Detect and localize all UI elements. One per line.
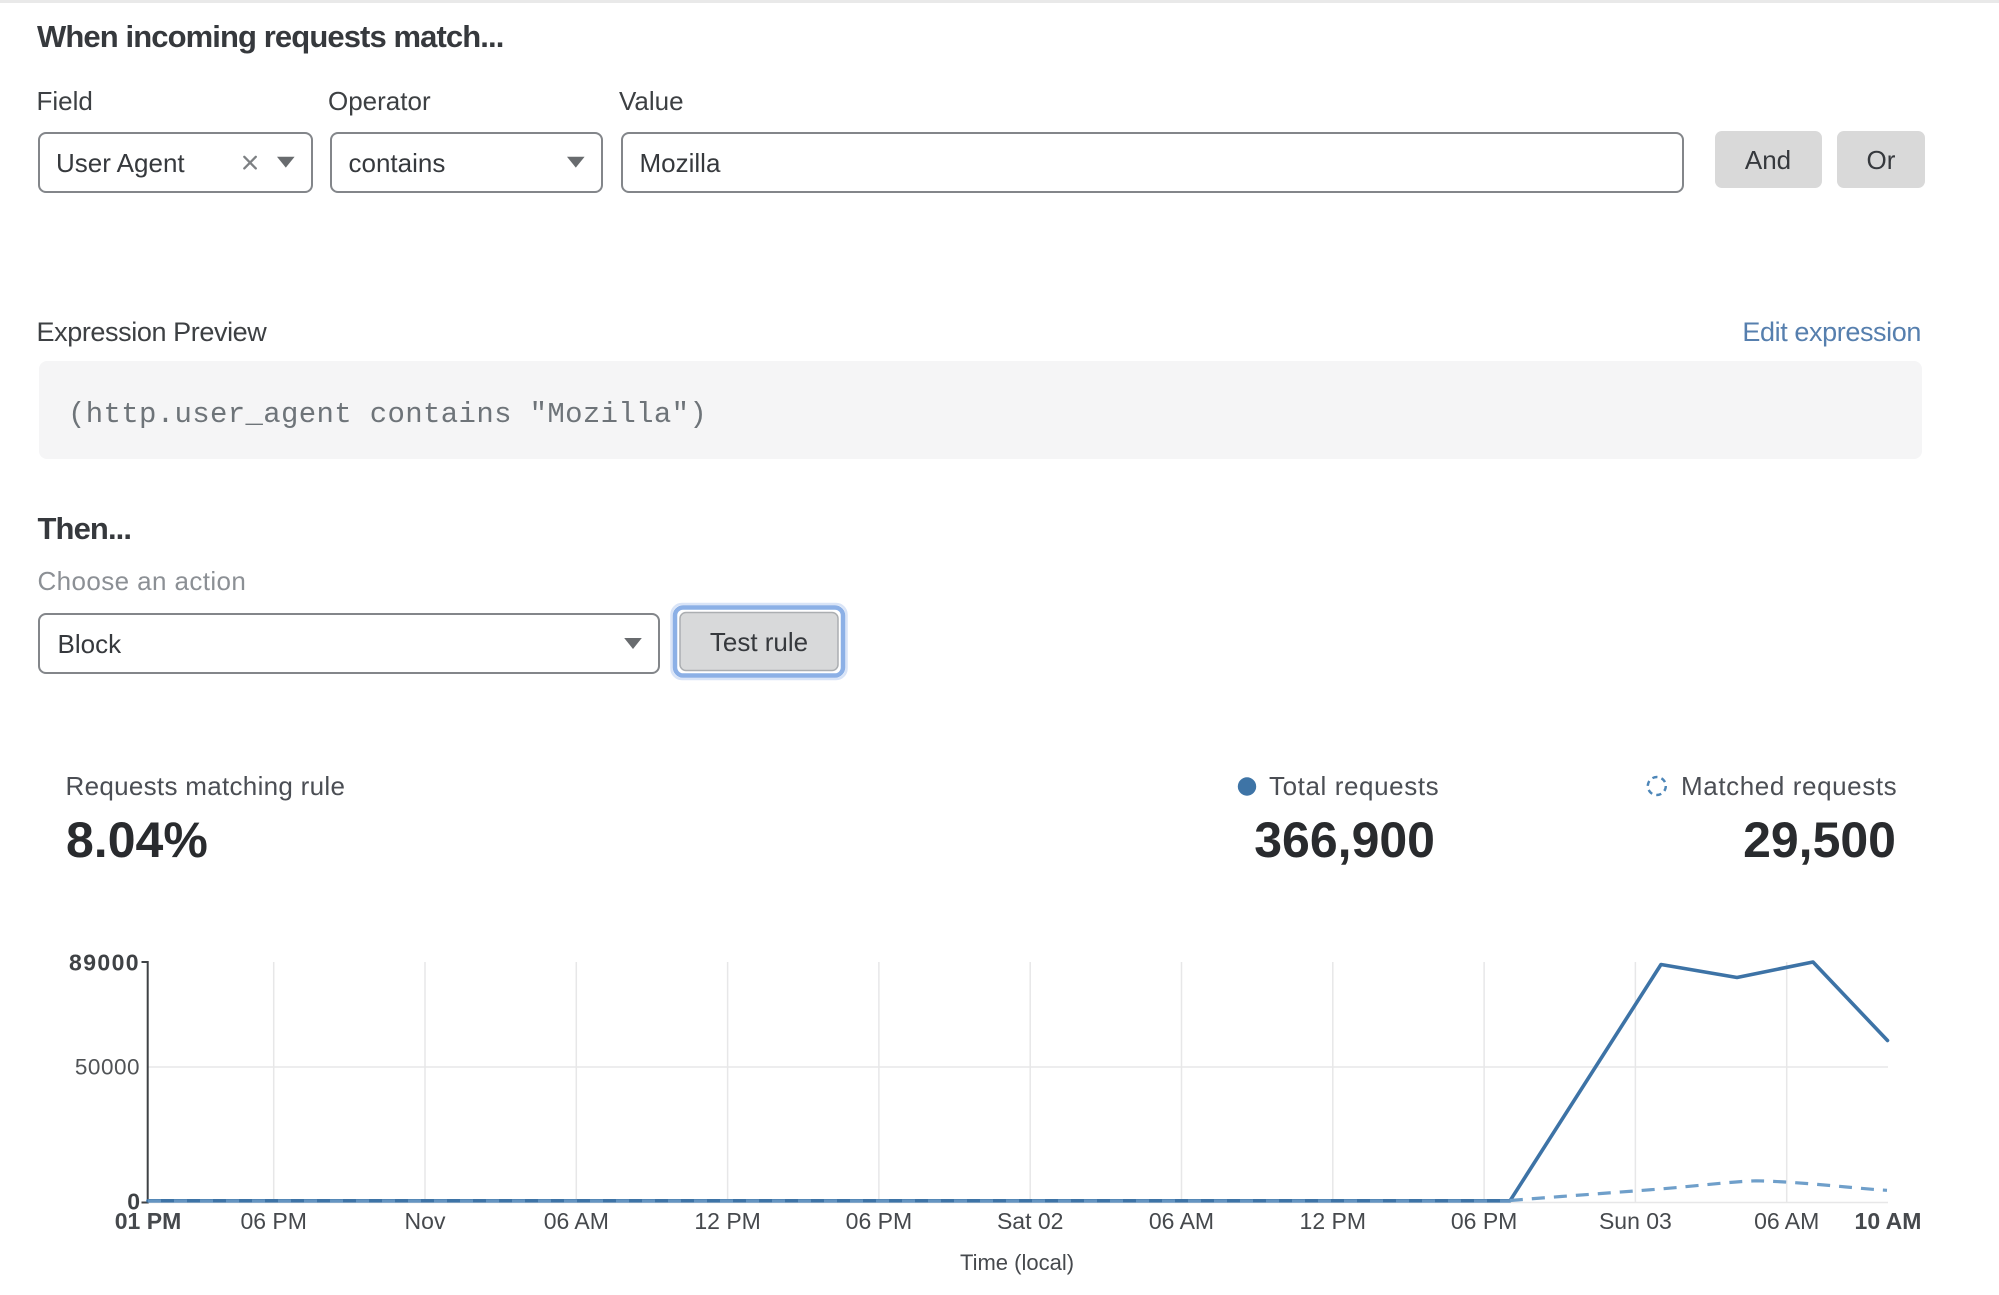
svg-text:50000: 50000 [75, 1055, 140, 1080]
svg-text:Time (local): Time (local) [960, 1250, 1074, 1275]
svg-text:Edit expression: Edit expression [1742, 317, 1921, 347]
svg-text:Block: Block [58, 629, 123, 659]
svg-text:Field: Field [37, 86, 93, 116]
svg-text:06 PM: 06 PM [846, 1208, 912, 1234]
svg-text:29,500: 29,500 [1743, 812, 1896, 868]
svg-text:Total requests: Total requests [1269, 771, 1439, 801]
svg-text:Matched requests: Matched requests [1681, 771, 1897, 801]
svg-text:Expression Preview: Expression Preview [37, 317, 268, 347]
svg-text:Operator: Operator [328, 86, 431, 116]
svg-text:Mozilla: Mozilla [640, 148, 721, 178]
svg-text:Then...: Then... [38, 511, 132, 546]
svg-text:Test rule: Test rule [710, 627, 808, 657]
svg-text:Or: Or [1867, 145, 1896, 175]
svg-text:contains: contains [349, 148, 446, 178]
svg-text:Choose an action: Choose an action [38, 566, 247, 596]
svg-text:Requests matching rule: Requests matching rule [66, 771, 346, 801]
svg-text:When incoming requests match..: When incoming requests match... [37, 19, 503, 54]
svg-text:12 PM: 12 PM [1300, 1208, 1366, 1234]
svg-text:Sat 02: Sat 02 [997, 1208, 1064, 1234]
svg-text:89000: 89000 [69, 950, 140, 976]
svg-text:06 AM: 06 AM [1754, 1208, 1819, 1234]
svg-text:8.04%: 8.04% [66, 812, 208, 868]
svg-text:01 PM: 01 PM [115, 1208, 181, 1234]
svg-text:Value: Value [619, 86, 684, 116]
svg-text:10 AM: 10 AM [1855, 1208, 1922, 1234]
svg-text:0: 0 [127, 1189, 140, 1215]
svg-text:06 PM: 06 PM [1451, 1208, 1517, 1234]
svg-text:Nov: Nov [405, 1208, 446, 1234]
svg-text:06 AM: 06 AM [1149, 1208, 1214, 1234]
svg-text:And: And [1745, 145, 1791, 175]
svg-text:06 AM: 06 AM [544, 1208, 609, 1234]
svg-text:Sun 03: Sun 03 [1599, 1208, 1672, 1234]
svg-text:User Agent: User Agent [56, 148, 185, 178]
svg-text:12 PM: 12 PM [694, 1208, 760, 1234]
svg-text:366,900: 366,900 [1254, 812, 1435, 868]
svg-text:(http.user_agent contains "Moz: (http.user_agent contains "Mozilla") [68, 398, 707, 431]
svg-text:06 PM: 06 PM [240, 1208, 306, 1234]
